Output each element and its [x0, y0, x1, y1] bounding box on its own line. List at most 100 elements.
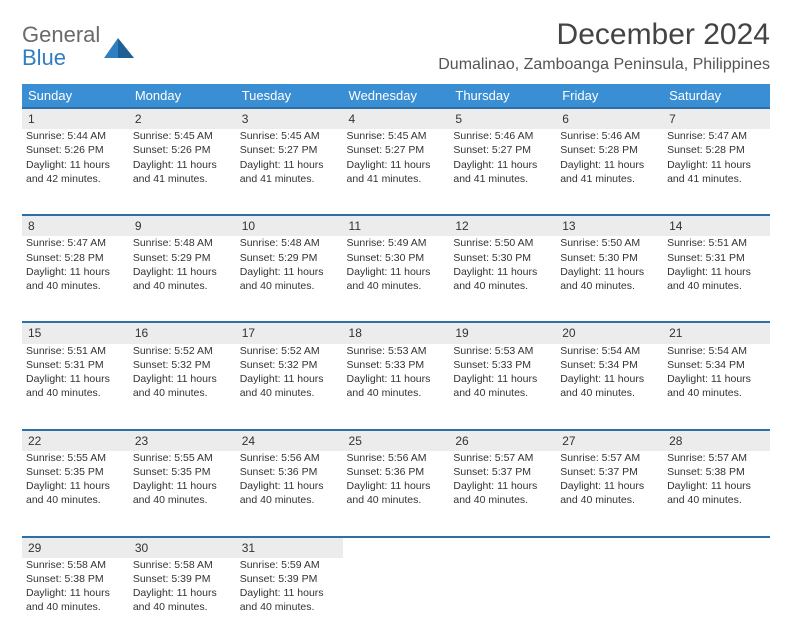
day-detail-row: Sunrise: 5:47 AMSunset: 5:28 PMDaylight:…	[22, 236, 770, 322]
daylight-line-2: and 40 minutes.	[667, 493, 766, 507]
daylight-line-2: and 40 minutes.	[453, 279, 552, 293]
sunrise-line: Sunrise: 5:44 AM	[26, 129, 125, 143]
day-number-cell: 13	[556, 215, 663, 236]
daylight-line-2: and 40 minutes.	[26, 279, 125, 293]
sunset-line: Sunset: 5:26 PM	[26, 143, 125, 157]
sunrise-line: Sunrise: 5:51 AM	[26, 344, 125, 358]
day-number-cell: 26	[449, 430, 556, 451]
sunset-line: Sunset: 5:35 PM	[133, 465, 232, 479]
day-detail-cell: Sunrise: 5:56 AMSunset: 5:36 PMDaylight:…	[236, 451, 343, 537]
day-detail-cell: Sunrise: 5:57 AMSunset: 5:37 PMDaylight:…	[556, 451, 663, 537]
day-detail-cell: Sunrise: 5:48 AMSunset: 5:29 PMDaylight:…	[129, 236, 236, 322]
day-number-row: 22232425262728	[22, 430, 770, 451]
brand-name-2: Blue	[22, 45, 66, 70]
daylight-line-2: and 40 minutes.	[560, 386, 659, 400]
calendar-table: SundayMondayTuesdayWednesdayThursdayFrid…	[22, 84, 770, 644]
day-detail-cell: Sunrise: 5:54 AMSunset: 5:34 PMDaylight:…	[663, 344, 770, 430]
day-detail-cell: Sunrise: 5:51 AMSunset: 5:31 PMDaylight:…	[663, 236, 770, 322]
sunset-line: Sunset: 5:39 PM	[240, 572, 339, 586]
weekday-header: Monday	[129, 84, 236, 108]
sunset-line: Sunset: 5:32 PM	[133, 358, 232, 372]
sunset-line: Sunset: 5:36 PM	[240, 465, 339, 479]
sunrise-line: Sunrise: 5:45 AM	[133, 129, 232, 143]
day-number-cell: 21	[663, 322, 770, 343]
daylight-line-2: and 40 minutes.	[240, 493, 339, 507]
sunrise-line: Sunrise: 5:54 AM	[560, 344, 659, 358]
day-detail-row: Sunrise: 5:44 AMSunset: 5:26 PM Daylight:…	[22, 129, 770, 215]
sunset-line: Sunset: 5:39 PM	[133, 572, 232, 586]
sunset-line: Sunset: 5:27 PM	[453, 143, 552, 157]
sunrise-line: Sunrise: 5:53 AM	[453, 344, 552, 358]
sunrise-line: Sunrise: 5:58 AM	[133, 558, 232, 572]
sunset-line: Sunset: 5:37 PM	[560, 465, 659, 479]
day-number-row: 891011121314	[22, 215, 770, 236]
daylight-line-1: Daylight: 11 hours	[347, 372, 446, 386]
daylight-line-2: and 40 minutes.	[667, 386, 766, 400]
daylight-line-1: Daylight: 11 hours	[26, 479, 125, 493]
brand-logo: General Blue	[22, 18, 134, 70]
day-detail-cell: Sunrise: 5:45 AMSunset: 5:26 PMDaylight:…	[129, 129, 236, 215]
sunrise-line: Sunrise: 5:52 AM	[240, 344, 339, 358]
sunset-line: Sunset: 5:34 PM	[560, 358, 659, 372]
day-detail-cell: Sunrise: 5:46 AMSunset: 5:28 PMDaylight:…	[556, 129, 663, 215]
day-detail-cell: Sunrise: 5:49 AMSunset: 5:30 PMDaylight:…	[343, 236, 450, 322]
day-number-row: 15161718192021	[22, 322, 770, 343]
sunrise-line: Sunrise: 5:46 AM	[453, 129, 552, 143]
day-number-cell: 19	[449, 322, 556, 343]
sunset-line: Sunset: 5:28 PM	[26, 251, 125, 265]
sunrise-line: Sunrise: 5:48 AM	[240, 236, 339, 250]
daylight-line-2: and 40 minutes.	[133, 600, 232, 614]
day-detail-cell: Sunrise: 5:59 AMSunset: 5:39 PMDaylight:…	[236, 558, 343, 644]
day-number-cell: 4	[343, 108, 450, 129]
daylight-line-1: Daylight: 11 hours	[133, 479, 232, 493]
day-number-cell: 6	[556, 108, 663, 129]
daylight-line-1: Daylight: 11 hours	[453, 479, 552, 493]
sunset-line: Sunset: 5:30 PM	[560, 251, 659, 265]
daylight-line-1: Daylight: 11 hours	[133, 158, 232, 172]
daylight-line-1: Daylight: 11 hours	[240, 158, 339, 172]
day-detail-cell: Sunrise: 5:51 AMSunset: 5:31 PMDaylight:…	[22, 344, 129, 430]
daylight-line-1: Daylight: 11 hours	[453, 372, 552, 386]
day-number-cell: 20	[556, 322, 663, 343]
brand-mark-icon	[104, 36, 134, 58]
day-detail-cell: Sunrise: 5:53 AMSunset: 5:33 PMDaylight:…	[343, 344, 450, 430]
daylight-line-2: and 40 minutes.	[133, 279, 232, 293]
day-number-row: 1234567	[22, 108, 770, 129]
day-number-cell: 24	[236, 430, 343, 451]
page-title: December 2024	[438, 18, 770, 52]
day-number-cell: 18	[343, 322, 450, 343]
weekday-header-row: SundayMondayTuesdayWednesdayThursdayFrid…	[22, 84, 770, 108]
daylight-line-2: and 42 minutes.	[26, 172, 125, 186]
day-detail-cell: Sunrise: 5:53 AMSunset: 5:33 PMDaylight:…	[449, 344, 556, 430]
sunset-line: Sunset: 5:38 PM	[26, 572, 125, 586]
daylight-line-2: and 40 minutes.	[240, 279, 339, 293]
sunrise-line: Sunrise: 5:59 AM	[240, 558, 339, 572]
sunrise-line: Sunrise: 5:55 AM	[133, 451, 232, 465]
day-number-cell: 31	[236, 537, 343, 558]
sunset-line: Sunset: 5:29 PM	[240, 251, 339, 265]
sunrise-line: Sunrise: 5:57 AM	[560, 451, 659, 465]
daylight-line-2: and 40 minutes.	[667, 279, 766, 293]
sunrise-line: Sunrise: 5:49 AM	[347, 236, 446, 250]
day-number-row: 293031	[22, 537, 770, 558]
daylight-line-1: Daylight: 11 hours	[133, 586, 232, 600]
sunset-line: Sunset: 5:33 PM	[347, 358, 446, 372]
daylight-line-1: Daylight: 11 hours	[347, 479, 446, 493]
day-number-cell	[663, 537, 770, 558]
sunset-line: Sunset: 5:31 PM	[667, 251, 766, 265]
day-number-cell: 17	[236, 322, 343, 343]
daylight-line-2: and 40 minutes.	[240, 600, 339, 614]
day-detail-cell: Sunrise: 5:57 AMSunset: 5:37 PMDaylight:…	[449, 451, 556, 537]
sunrise-line: Sunrise: 5:52 AM	[133, 344, 232, 358]
sunset-line: Sunset: 5:28 PM	[560, 143, 659, 157]
daylight-line-2: and 41 minutes.	[347, 172, 446, 186]
daylight-line-1: Daylight: 11 hours	[347, 265, 446, 279]
sunrise-line: Sunrise: 5:50 AM	[453, 236, 552, 250]
weekday-header: Friday	[556, 84, 663, 108]
daylight-line-2: and 41 minutes.	[560, 172, 659, 186]
day-detail-cell: Sunrise: 5:50 AMSunset: 5:30 PMDaylight:…	[556, 236, 663, 322]
daylight-line-1: Daylight: 11 hours	[667, 265, 766, 279]
day-number-cell: 27	[556, 430, 663, 451]
sunrise-line: Sunrise: 5:51 AM	[667, 236, 766, 250]
day-detail-cell: Sunrise: 5:45 AMSunset: 5:27 PMDaylight:…	[236, 129, 343, 215]
